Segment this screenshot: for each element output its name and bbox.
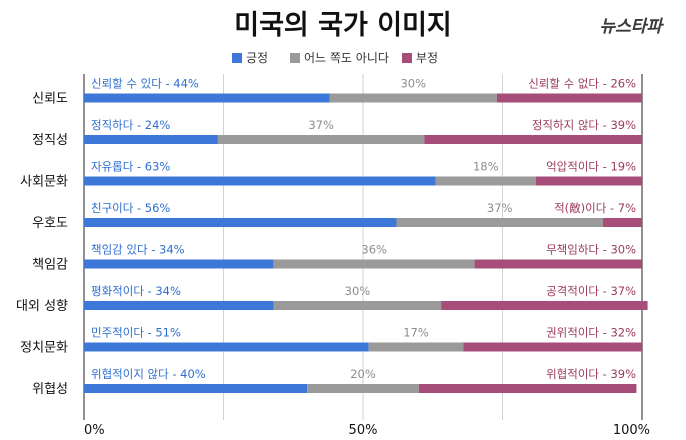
legend-label-1: 어느 쪽도 아니다 bbox=[304, 51, 389, 65]
bar-5-0 bbox=[84, 301, 274, 310]
legend-swatch-2 bbox=[402, 53, 412, 63]
bar-1-0 bbox=[84, 135, 218, 144]
label-neutral-0: 30% bbox=[400, 77, 426, 91]
bar-4-2 bbox=[474, 259, 642, 269]
label-neutral-1: 37% bbox=[308, 118, 334, 132]
category-label-2: 사회문화 bbox=[20, 175, 68, 190]
x-tick-0: 0% bbox=[84, 423, 105, 438]
bar-0-2 bbox=[496, 93, 642, 103]
category-label-5: 대외 성향 bbox=[16, 299, 68, 314]
label-positive-6: 민주적이다 - 51% bbox=[91, 326, 181, 340]
bar-5-2 bbox=[441, 301, 648, 310]
label-neutral-3: 37% bbox=[487, 201, 513, 215]
bar-3-2 bbox=[602, 218, 642, 227]
bar-3-1 bbox=[396, 218, 603, 227]
label-positive-0: 신뢰할 수 있다 - 44% bbox=[91, 77, 199, 91]
bar-2-1 bbox=[435, 176, 536, 186]
bar-0-0 bbox=[84, 93, 330, 103]
x-tick-labels: 0% 50% 100% bbox=[84, 423, 650, 438]
label-positive-3: 친구이다 - 56% bbox=[91, 201, 170, 215]
bar-7-0 bbox=[84, 384, 308, 393]
category-label-6: 정치문화 bbox=[20, 341, 68, 356]
label-negative-5: 공격적이다 - 37% bbox=[546, 284, 636, 298]
category-label-1: 정직성 bbox=[32, 133, 68, 148]
newstapa-logo: 뉴스타파 bbox=[599, 17, 664, 37]
x-tick-2: 100% bbox=[613, 423, 650, 438]
category-label-4: 책임감 bbox=[32, 258, 68, 273]
label-neutral-6: 17% bbox=[403, 326, 429, 340]
legend-swatch-1 bbox=[290, 53, 300, 63]
label-negative-0: 신뢰할 수 없다 - 26% bbox=[528, 77, 636, 91]
label-positive-7: 위협적이지 않다 - 40% bbox=[91, 367, 206, 381]
bar-7-1 bbox=[307, 384, 419, 393]
grid-lines bbox=[83, 74, 643, 420]
label-negative-2: 억압적이다 - 19% bbox=[546, 160, 636, 174]
legend-swatch-0 bbox=[232, 53, 242, 63]
label-negative-3: 적(敵)이다 - 7% bbox=[554, 201, 636, 215]
label-neutral-5: 30% bbox=[345, 284, 371, 298]
category-label-3: 우호도 bbox=[32, 216, 68, 231]
data-labels: 신뢰할 수 있다 - 44% 30% 신뢰할 수 없다 - 26% 정직하다 - 24… bbox=[91, 77, 636, 382]
label-neutral-7: 20% bbox=[350, 367, 376, 381]
bar-2-0 bbox=[84, 176, 436, 186]
bar-7-2 bbox=[418, 384, 637, 393]
bar-0-1 bbox=[329, 93, 497, 103]
x-tick-1: 50% bbox=[349, 423, 378, 438]
bar-4-1 bbox=[273, 259, 475, 269]
bar-4-0 bbox=[84, 259, 274, 269]
bar-1-2 bbox=[424, 135, 642, 144]
label-positive-2: 자유롭다 - 63% bbox=[91, 160, 170, 174]
label-positive-4: 책임감 있다 - 34% bbox=[91, 243, 185, 257]
chart-title: 미국의 국가 이미지 bbox=[234, 10, 452, 41]
label-negative-7: 위협적이다 - 39% bbox=[546, 367, 636, 381]
legend-label-2: 부정 bbox=[416, 51, 438, 65]
legend: 긍정 어느 쪽도 아니다 부정 bbox=[232, 51, 438, 65]
label-negative-4: 무책임하다 - 30% bbox=[546, 243, 636, 257]
label-positive-5: 평화적이다 - 34% bbox=[91, 284, 181, 298]
bars bbox=[84, 93, 648, 393]
label-negative-6: 권위적이다 - 32% bbox=[546, 326, 636, 340]
bar-6-1 bbox=[368, 342, 464, 352]
category-label-0: 신뢰도 bbox=[32, 92, 68, 107]
label-neutral-4: 36% bbox=[361, 243, 387, 257]
bar-6-2 bbox=[463, 342, 642, 352]
bar-5-1 bbox=[273, 301, 442, 310]
category-label-7: 위협성 bbox=[32, 382, 68, 397]
bar-6-0 bbox=[84, 342, 369, 352]
bar-1-1 bbox=[217, 135, 425, 144]
label-positive-1: 정직하다 - 24% bbox=[91, 118, 170, 132]
legend-label-0: 긍정 bbox=[246, 51, 268, 65]
label-neutral-2: 18% bbox=[473, 160, 499, 174]
bar-2-2 bbox=[535, 176, 642, 186]
bar-3-0 bbox=[84, 218, 397, 227]
label-negative-1: 정직하지 않다 - 39% bbox=[532, 118, 636, 132]
